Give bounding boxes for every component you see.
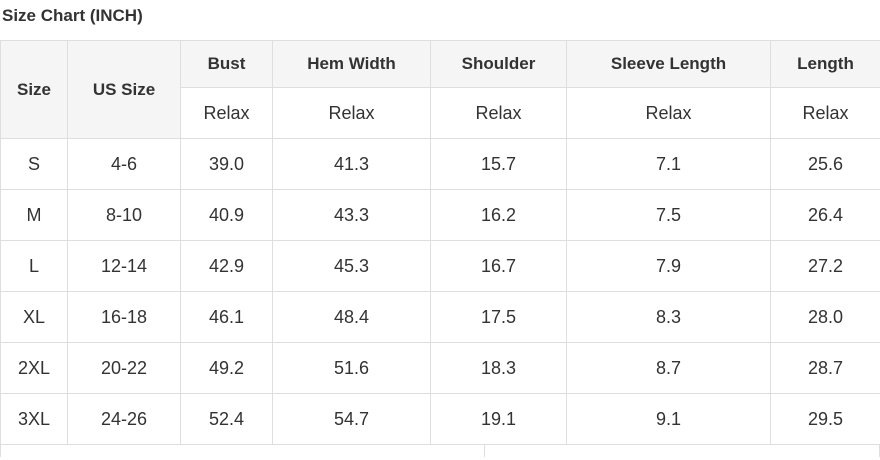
bust-cell: 46.1 — [180, 291, 273, 343]
next-table-partial-row — [0, 445, 880, 457]
column-header-length: Length — [770, 40, 880, 88]
shoulder-cell: 19.1 — [430, 393, 567, 445]
table-row-l: L 12-14 42.9 45.3 16.7 7.9 27.2 — [0, 240, 880, 292]
shoulder-cell: 16.7 — [430, 240, 567, 292]
us-size-cell: 16-18 — [67, 291, 181, 343]
next-table-partial-cell — [485, 445, 879, 457]
size-chart-table: Size US Size Bust Hem Width Shoulder Sle… — [0, 40, 880, 445]
bust-cell: 42.9 — [180, 240, 273, 292]
us-size-cell: 8-10 — [67, 189, 181, 241]
length-cell: 29.5 — [770, 393, 880, 445]
shoulder-cell: 16.2 — [430, 189, 567, 241]
size-cell: S — [0, 138, 68, 190]
next-table-partial-cell — [1, 445, 485, 457]
fit-cell-hem-width: Relax — [272, 87, 431, 139]
bust-cell: 39.0 — [180, 138, 273, 190]
hem-width-cell: 41.3 — [272, 138, 431, 190]
sleeve-length-cell: 7.9 — [566, 240, 771, 292]
table-row-3xl: 3XL 24-26 52.4 54.7 19.1 9.1 29.5 — [0, 393, 880, 445]
hem-width-cell: 48.4 — [272, 291, 431, 343]
table-row-2xl: 2XL 20-22 49.2 51.6 18.3 8.7 28.7 — [0, 342, 880, 394]
sleeve-length-cell: 8.3 — [566, 291, 771, 343]
hem-width-cell: 51.6 — [272, 342, 431, 394]
table-row-s: S 4-6 39.0 41.3 15.7 7.1 25.6 — [0, 138, 880, 190]
table-row-m: M 8-10 40.9 43.3 16.2 7.5 26.4 — [0, 189, 880, 241]
hem-width-cell: 43.3 — [272, 189, 431, 241]
length-cell: 27.2 — [770, 240, 880, 292]
column-header-shoulder: Shoulder — [430, 40, 567, 88]
size-cell: M — [0, 189, 68, 241]
fit-cell-shoulder: Relax — [430, 87, 567, 139]
column-header-size: Size — [0, 40, 68, 139]
page-title: Size Chart (INCH) — [2, 6, 143, 25]
us-size-cell: 4-6 — [67, 138, 181, 190]
shoulder-cell: 18.3 — [430, 342, 567, 394]
us-size-cell: 24-26 — [67, 393, 181, 445]
size-cell: L — [0, 240, 68, 292]
length-cell: 25.6 — [770, 138, 880, 190]
shoulder-cell: 17.5 — [430, 291, 567, 343]
fit-cell-length: Relax — [770, 87, 880, 139]
size-cell: 3XL — [0, 393, 68, 445]
sleeve-length-cell: 9.1 — [566, 393, 771, 445]
table-row-xl: XL 16-18 46.1 48.4 17.5 8.3 28.0 — [0, 291, 880, 343]
length-cell: 26.4 — [770, 189, 880, 241]
column-header-us-size: US Size — [67, 40, 181, 139]
fit-cell-bust: Relax — [180, 87, 273, 139]
header-row: Size US Size Bust Hem Width Shoulder Sle… — [0, 40, 880, 139]
bust-cell: 40.9 — [180, 189, 273, 241]
shoulder-cell: 15.7 — [430, 138, 567, 190]
us-size-cell: 20-22 — [67, 342, 181, 394]
bust-cell: 52.4 — [180, 393, 273, 445]
hem-width-cell: 54.7 — [272, 393, 431, 445]
column-header-bust: Bust — [180, 40, 273, 88]
sleeve-length-cell: 8.7 — [566, 342, 771, 394]
fit-row: Relax Relax Relax Relax Relax — [1, 87, 880, 139]
column-header-hem-width: Hem Width — [272, 40, 431, 88]
size-cell: 2XL — [0, 342, 68, 394]
fit-cell-sleeve-length: Relax — [566, 87, 771, 139]
column-header-sleeve-length: Sleeve Length — [566, 40, 771, 88]
sleeve-length-cell: 7.5 — [566, 189, 771, 241]
length-cell: 28.7 — [770, 342, 880, 394]
length-cell: 28.0 — [770, 291, 880, 343]
us-size-cell: 12-14 — [67, 240, 181, 292]
hem-width-cell: 45.3 — [272, 240, 431, 292]
bust-cell: 49.2 — [180, 342, 273, 394]
size-cell: XL — [0, 291, 68, 343]
sleeve-length-cell: 7.1 — [566, 138, 771, 190]
